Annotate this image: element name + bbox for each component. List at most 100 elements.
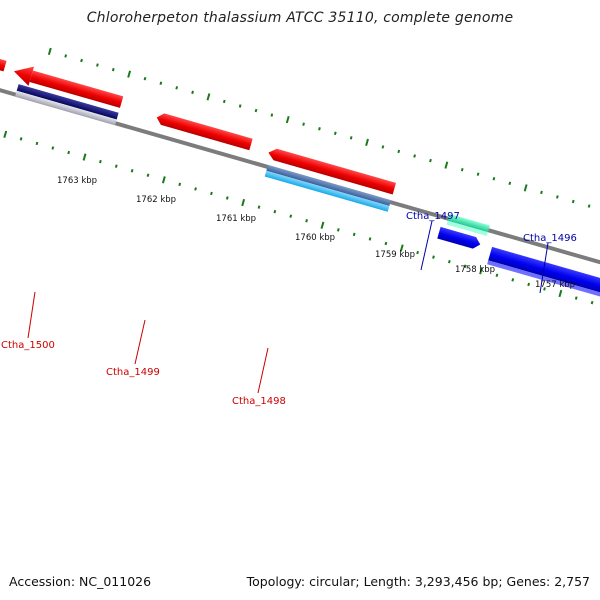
ruler-minor-tick [64,54,68,58]
ruler-major-tick [127,70,132,78]
ruler-minor-tick [178,182,182,187]
ruler-minor-tick [146,173,150,177]
feature-silver-1500 [15,90,117,126]
gene-label-ctha-1499[interactable]: Ctha_1499 [106,367,160,378]
ruler-minor-tick [114,164,118,168]
ruler-minor-tick [80,58,83,63]
feature-track [0,47,600,312]
ruler-minor-tick [336,228,340,232]
ruler-minor-tick [397,149,401,154]
ruler-minor-tick [352,232,356,237]
ruler-minor-tick [495,273,499,278]
ruler-minor-tick [432,255,435,259]
ruler-minor-tick [416,250,420,255]
feature-navy-1500 [16,84,119,120]
feature-steel-1498 [266,164,392,206]
ruler-minor-tick [270,113,274,117]
ruler-minor-tick [508,181,512,186]
ruler-minor-tick [349,136,353,140]
ruler-minor-tick [590,300,594,305]
ruler-label: 1763 kbp [57,176,97,186]
feature-green-1497-lower [446,220,488,237]
ruler-minor-tick [587,204,591,208]
ruler-minor-tick [238,104,242,108]
ruler-labels: 1763 kbp 1762 kbp 1761 kbp 1760 kbp 1759… [57,176,575,290]
ruler-major-tick [161,176,166,184]
ruler-label: 1758 kbp [455,265,495,275]
ruler-major-tick [365,138,369,147]
ruler-minor-tick [527,282,531,287]
ruler-major-tick [558,289,563,298]
ruler-minor-tick [67,150,71,155]
ruler-minor-tick [222,99,226,104]
ruler-major-tick [523,184,528,192]
feature-sky-1498 [264,170,390,212]
ruler-label: 1761 kbp [216,214,256,224]
ruler-minor-tick [333,131,337,135]
ruler-minor-tick [273,209,277,214]
gene-label-ctha-1500[interactable]: Ctha_1500 [1,340,55,351]
ruler-minor-tick [476,172,480,176]
ruler-minor-tick [574,296,578,300]
ruler-label: 1757 kbp [535,280,575,290]
ruler-minor-tick [96,63,99,67]
gene-arrow-ctha-1497[interactable] [437,226,482,250]
ruler-minor-tick [460,167,464,172]
ruler-major-tick [399,244,404,252]
ruler-ticks-inner [3,130,594,305]
ruler-minor-tick [51,146,55,150]
ruler-major-tick [47,47,52,56]
gene-arrow-ctha-1498[interactable] [267,147,396,195]
ruler-minor-tick [130,169,134,173]
gene-arrow-ctha-1500[interactable] [29,70,124,108]
ruler-minor-tick [99,159,102,164]
ruler-ticks-outer [47,47,591,208]
leader-line-ctha-1496 [539,242,549,294]
ruler-minor-tick [19,137,23,141]
gene-label-ctha-1497[interactable]: Ctha_1497 [406,211,460,222]
leader-line-ctha-1499 [134,319,146,365]
leader-line-ctha-1500 [27,291,36,339]
gene-labels: Ctha_1500 Ctha_1499 Ctha_1498 Ctha_1497 … [1,211,577,407]
ruler-minor-tick [159,81,163,85]
ruler-minor-tick [540,190,543,195]
leader-line-ctha-1497 [420,220,433,271]
map-title: Chloroherpeton thalassium ATCC 35110, co… [86,10,514,26]
ruler-major-tick [206,93,211,101]
gene-arrow-ctha-1499[interactable] [155,112,253,151]
feature-green-1497 [447,213,490,233]
ruler-major-tick [241,198,246,207]
leader-line-ctha-1498 [257,347,269,394]
gene-label-ctha-1498[interactable]: Ctha_1498 [232,396,286,407]
ruler-minor-tick [368,237,372,241]
ruler-minor-tick [492,177,496,181]
gene-arrow-ctha-1501[interactable] [0,57,7,72]
gene-arrow-ctha-1496[interactable] [488,246,600,308]
ruler-minor-tick [302,122,305,126]
ruler-minor-tick [194,187,197,191]
ruler-major-tick [320,221,325,229]
ruler-minor-tick [384,241,388,246]
ruler-minor-tick [143,76,147,81]
ruler-minor-tick [111,67,115,72]
accession-label: Accession: NC_011026 [9,574,152,589]
ruler-minor-tick [447,259,451,264]
gene-arrow-ctha-1500-head[interactable] [11,62,35,86]
ruler-major-tick [479,267,483,275]
ruler-minor-tick [305,219,308,223]
ruler-minor-tick [571,199,575,204]
ruler-label: 1760 kbp [295,233,335,243]
ruler-minor-tick [543,287,546,291]
gene-label-ctha-1496[interactable]: Ctha_1496 [523,233,577,244]
feature-blue-1496-lower [487,260,600,312]
ruler-minor-tick [413,154,417,158]
ruler-minor-tick [555,195,559,199]
ruler-label: 1759 kbp [375,250,415,260]
ruler-minor-tick [191,90,194,95]
genome-summary: Topology: circular; Length: 3,293,456 bp… [246,574,590,589]
ruler-major-tick [285,115,290,124]
ruler-minor-tick [210,191,213,196]
ruler-minor-tick [381,145,385,149]
